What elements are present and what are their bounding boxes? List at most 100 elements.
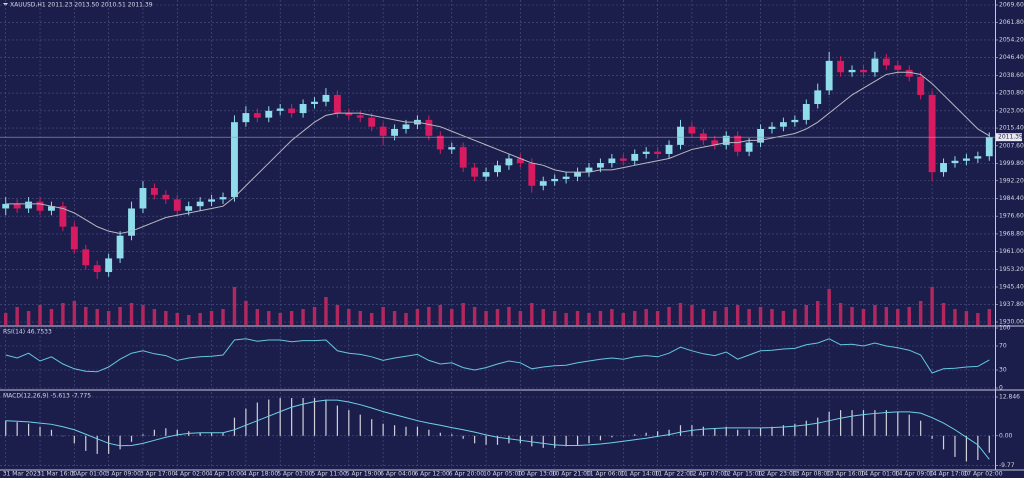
volume-bar [655,311,660,325]
volume-bar [358,311,362,325]
volume-bar [930,287,934,325]
macd-histogram-bar [359,414,361,436]
x-tick-label: 3 Apr 09:00 [106,471,141,478]
candle-body [93,265,101,273]
x-tick-label: 10 Apr 13:00 [517,471,556,478]
macd-histogram-bar [737,429,739,436]
candle-body [368,117,376,127]
volume-bar [267,311,271,325]
macd-histogram-bar [313,398,316,436]
volume-bar [530,303,534,325]
candle-body [231,122,238,198]
volume-bar [84,307,88,325]
y-tick-label: 2023.00 [999,107,1024,114]
candle-body [162,194,170,200]
macd-histogram-bar [862,410,865,436]
macd-histogram-bar [931,435,933,439]
candle-body [631,153,639,161]
candle-body [539,181,547,186]
last-price-box [996,133,1022,142]
volume-bar [232,287,237,325]
volume-bar [164,311,168,325]
y-tick-label: 2038.60 [999,72,1024,79]
macd-histogram-bar [336,405,338,436]
macd-histogram-bar [748,429,750,436]
macd-histogram-bar [702,426,704,436]
candle-body [276,108,284,111]
x-tick-label: 11 Apr 06:00 [586,471,625,478]
y-tick-label: 2030.80 [999,90,1024,97]
macd-histogram-bar [325,399,327,436]
candle-body [894,65,902,70]
x-tick-label: 10 Apr 21:00 [552,471,591,478]
candle-body [82,249,90,266]
macd-histogram-bar [851,410,853,436]
candle-body [253,113,261,118]
volume-bar [964,311,969,325]
volume-bar [575,311,580,325]
y-tick-label: 0.00 [999,432,1013,439]
volume-bar [987,309,991,325]
macd-histogram-bar [485,435,487,445]
volume-bar [289,311,294,325]
volume-bar [678,303,683,325]
x-tick-label: 6 Apr 04:00 [380,471,415,478]
y-tick-label: 2046.40 [999,54,1024,61]
panel-title: MACD(12,26,9) -5.613 -7.775 [3,393,91,400]
candle-body [551,178,559,182]
candle-body [185,206,193,211]
candle-body [928,94,936,173]
volume-bar [747,309,751,325]
x-tick-label: 31 Mar 2023 [3,471,41,478]
volume-bar [484,311,488,325]
volume-bar [472,307,477,325]
macd-histogram-bar [268,399,270,436]
candle-body [871,58,879,73]
candle-body [940,163,947,173]
macd-histogram-bar [302,398,304,436]
macd-histogram-bar [897,411,899,436]
volume-bar [552,311,557,325]
panel-title: XAUUSD,H1 2011.23 2013.50 2010.51 2011.3… [10,2,153,9]
candle-body [173,199,181,211]
candle-body [345,113,353,116]
y-tick-label: 0 [999,385,1003,392]
y-tick-label: 2015.40 [999,125,1024,132]
candle-body [688,126,696,134]
x-tick-label: 13 Apr 08:00 [792,471,831,478]
candle-body [757,128,764,143]
volume-bar [186,315,191,325]
macd-histogram-bar [920,420,922,436]
volume-bar [312,307,317,325]
y-tick-label: 30 [999,367,1007,374]
volume-bar [301,309,305,325]
candle-body [379,126,387,136]
candle-body [837,60,845,73]
macd-histogram-bar [942,435,945,450]
macd-histogram-bar [108,435,110,454]
y-tick-label: 1999.80 [999,160,1024,167]
volume-bar [4,313,8,325]
macd-histogram-bar [245,408,247,436]
macd-histogram-bar [588,435,590,444]
macd-histogram-bar [256,402,258,436]
candle-body [128,208,135,236]
x-tick-label: 11 Apr 14:00 [620,471,659,478]
macd-histogram-bar [371,419,373,436]
candle-body [677,126,684,145]
macd-histogram-bar [908,414,910,436]
macd-histogram-bar [176,429,178,436]
x-tick-label: 10 Apr 05:00 [483,471,522,478]
macd-histogram-bar [679,425,682,436]
candle-body [219,197,227,200]
x-tick-label: 11 Apr 22:00 [655,471,694,478]
x-tick-label: 14 Apr 09:00 [895,471,934,478]
volume-bar [827,289,831,325]
volume-bar [598,311,603,325]
volume-bar [587,313,591,325]
volume-bar [49,309,54,325]
candle-body [505,158,513,166]
volume-bar [713,311,717,325]
volume-bar [209,311,214,325]
